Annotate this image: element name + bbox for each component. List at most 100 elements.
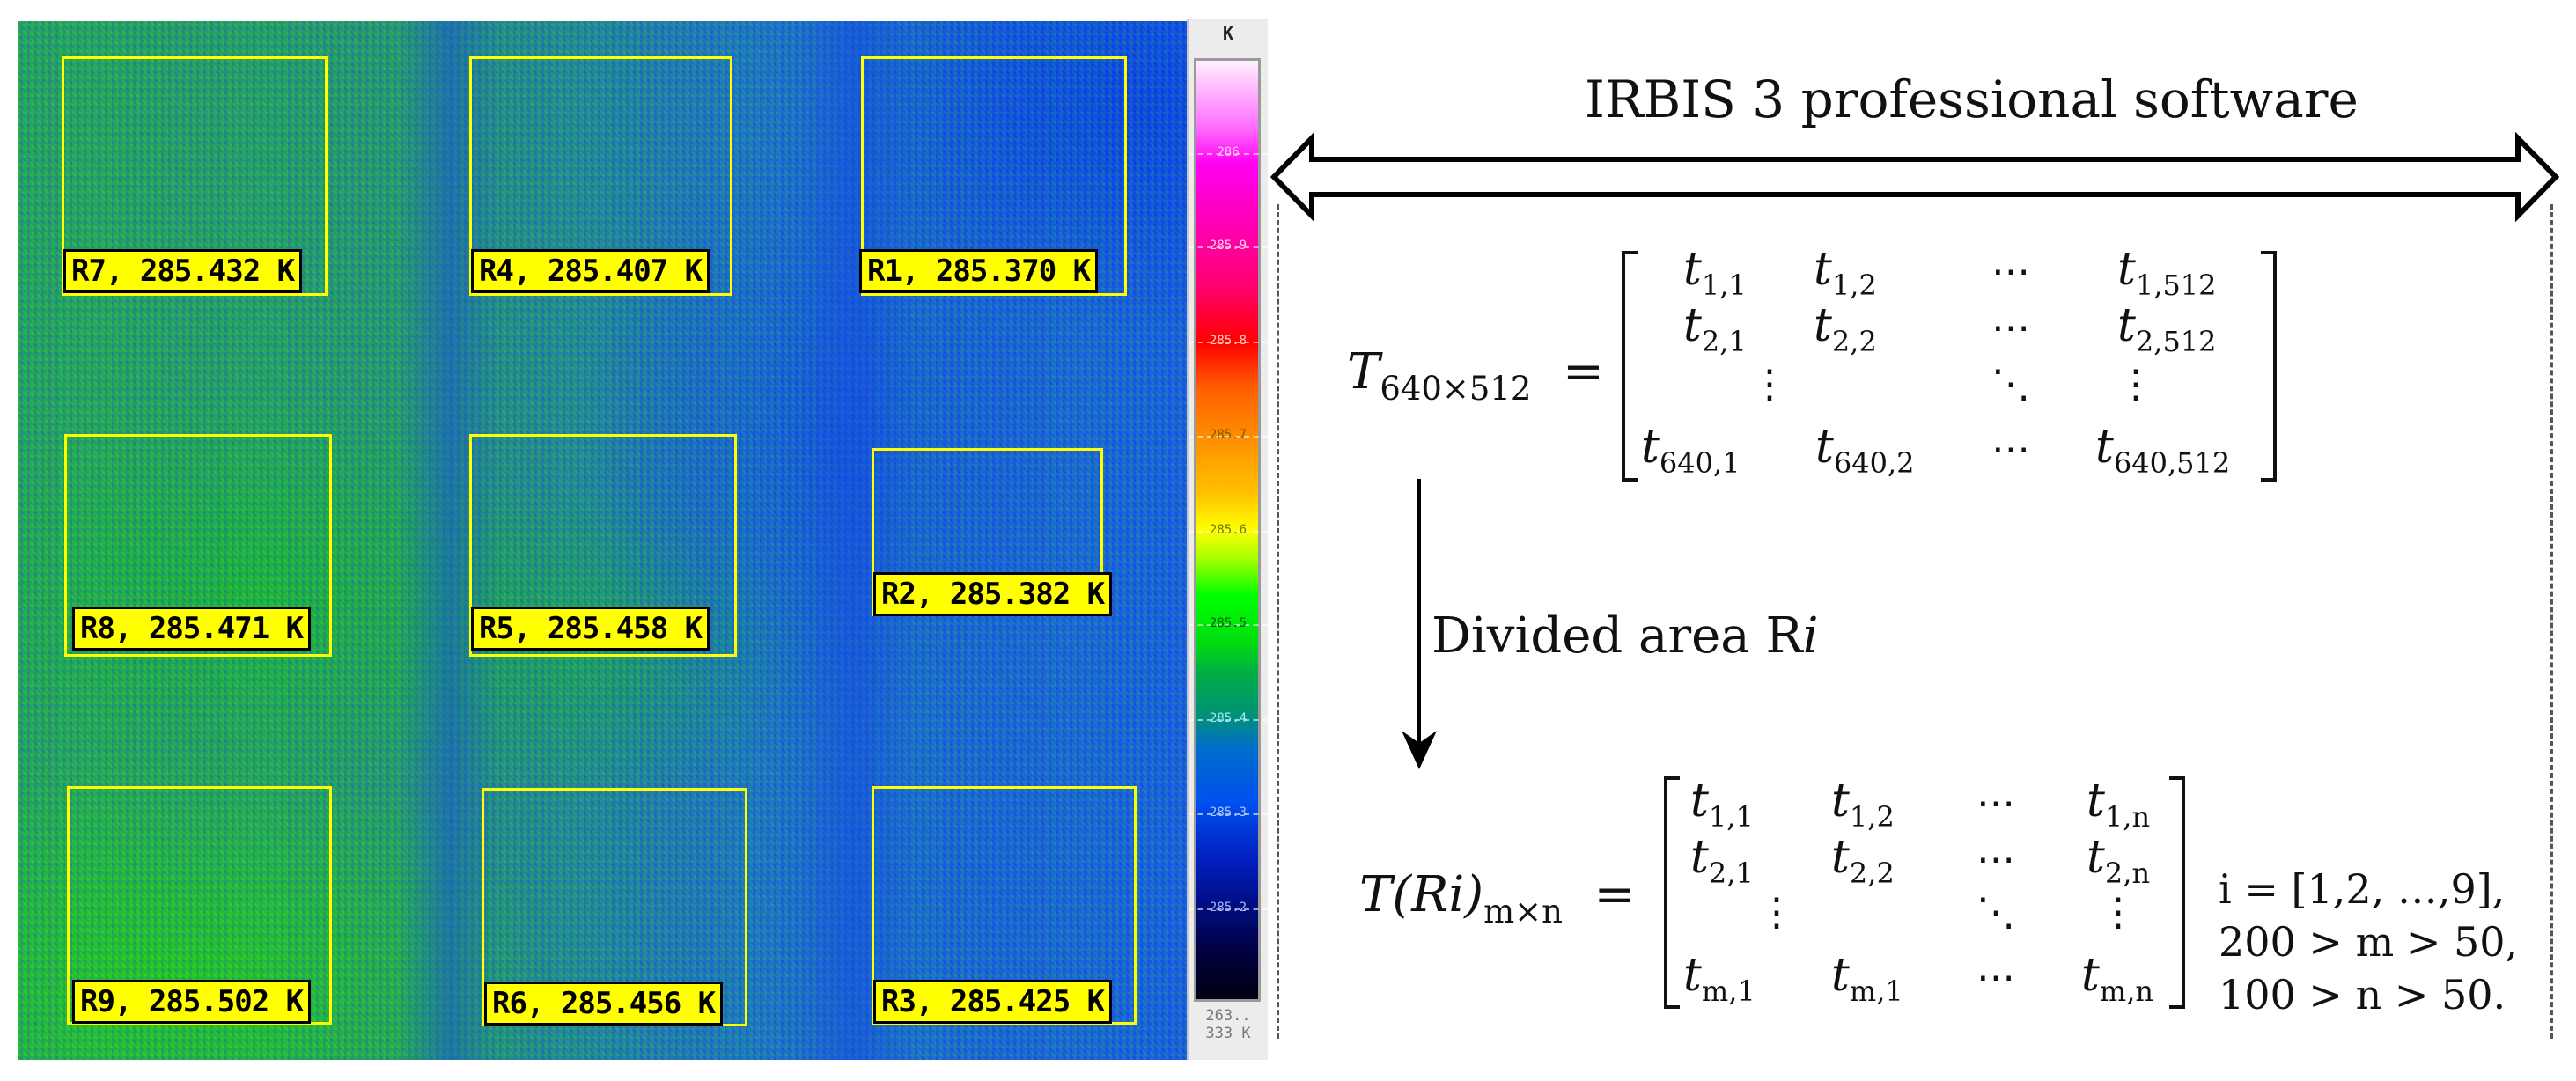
condition-m: 200 > m > 50, — [2219, 918, 2519, 966]
cell-index: 640,512 — [2113, 446, 2231, 480]
matrix-region-label: T(Ri)m×n = — [1359, 864, 1635, 943]
roi-box-r5 — [469, 434, 737, 657]
matrix-cell: t640,1 — [1641, 421, 1741, 489]
cell-symbol: t — [1814, 243, 1832, 296]
ellipsis-symbol: ⋮ — [1750, 362, 1789, 407]
cell-index: 2,2 — [1849, 857, 1895, 890]
cell-index: 640,1 — [1659, 446, 1741, 480]
matrix-full-subscript: 640×512 — [1380, 369, 1532, 408]
tick-label: 285.8 — [1209, 334, 1248, 348]
cell-symbol: t — [1641, 421, 1660, 474]
matrix-cell: t2,2 — [1831, 831, 1895, 900]
matrix-cell: t1,n — [2087, 775, 2150, 843]
matrix-cell: t2,1 — [1690, 831, 1754, 900]
cell-index: 2,1 — [1701, 325, 1747, 358]
roi-label-r8: R8, 285.471 K — [72, 607, 312, 651]
ellipsis-symbol: ⋯ — [1976, 837, 2015, 882]
matrix-cell: t1,1 — [1683, 243, 1747, 312]
cell-symbol: t — [2081, 949, 2100, 1002]
matrix-cell: ⋮ — [2116, 356, 2155, 411]
thermal-noise-texture — [18, 21, 1187, 1060]
ellipsis-symbol: ⋱ — [1976, 890, 2015, 935]
roi-box-r7 — [62, 56, 328, 296]
thermal-cool-band — [396, 21, 502, 1060]
tick-mark — [1189, 436, 1268, 438]
cell-symbol: t — [1683, 949, 1702, 1002]
tick-mark — [1189, 531, 1268, 533]
tick-mark — [1189, 342, 1268, 343]
thermal-image — [18, 21, 1187, 1060]
thermal-cool-band — [792, 21, 916, 1060]
cell-index: 1,2 — [1831, 268, 1877, 302]
tick-mark — [1189, 719, 1268, 721]
cell-symbol: t — [1690, 831, 1709, 884]
cell-index: 1,2 — [1849, 800, 1895, 834]
matrix-cell: tm,1 — [1683, 949, 1755, 1018]
tick-label: 285.6 — [1209, 523, 1248, 537]
ellipsis-symbol: ⋮ — [2099, 890, 2138, 935]
cell-symbol: t — [1815, 421, 1834, 474]
roi-label-r9: R9, 285.502 K — [72, 980, 312, 1024]
cell-index: m,1 — [1701, 974, 1755, 1008]
tick-label: 285.2 — [1209, 901, 1248, 915]
matrix-region-bracket-left — [1664, 776, 1680, 1009]
matrix-full-bracket-right — [2261, 251, 2277, 482]
matrix-cell: t1,1 — [1690, 775, 1754, 843]
cell-symbol: t — [1814, 299, 1832, 352]
tick-mark — [1189, 908, 1268, 910]
roi-box-r1 — [861, 56, 1127, 296]
scope-boundary-left — [1277, 204, 1279, 1039]
cell-symbol: t — [1690, 775, 1709, 827]
matrix-full-name: T — [1347, 343, 1380, 401]
tick-mark — [1189, 246, 1268, 248]
cell-index: 2,512 — [2135, 325, 2217, 358]
colorbar-range-max: 333 K — [1205, 1025, 1251, 1042]
tick-mark — [1189, 813, 1268, 815]
colorbar-unit: K — [1222, 23, 1234, 44]
cell-symbol: t — [2095, 421, 2114, 474]
divided-area-label: Divided area Ri — [1432, 607, 1819, 666]
matrix-cell: t1,2 — [1831, 775, 1895, 843]
matrix-cell: t1,512 — [2117, 243, 2217, 312]
roi-label-r5: R5, 285.458 K — [471, 607, 710, 651]
cell-index: 2,2 — [1831, 325, 1877, 358]
divided-area-index: i — [1802, 607, 1819, 665]
condition-i: i = [1,2, …,9], — [2219, 865, 2506, 913]
tick-mark — [1189, 153, 1268, 155]
ellipsis-symbol: ⋯ — [1991, 305, 2030, 350]
matrix-cell: ⋮ — [1757, 884, 1796, 939]
matrix-cell: ⋯ — [1991, 243, 2030, 298]
matrix-cell: ⋱ — [1991, 356, 2030, 411]
colorbar-panel: K 286 285.9 285.8 285.7 285.6 285.5 285.4 285.3… — [1187, 19, 1268, 1060]
tick-label: 285.5 — [1209, 616, 1248, 630]
scope-boundary-right — [2550, 204, 2553, 1039]
tick-mark — [1189, 624, 1268, 626]
cell-index: m,n — [2099, 974, 2154, 1008]
tick-label: 285.4 — [1209, 711, 1248, 725]
roi-label-r3: R3, 285.425 K — [873, 980, 1113, 1024]
double-arrow-icon — [1270, 132, 2560, 223]
cell-index: 1,n — [2104, 800, 2151, 834]
matrix-cell: ⋯ — [1976, 949, 2015, 1004]
ellipsis-symbol: ⋱ — [1991, 362, 2030, 407]
matrix-cell: tm,n — [2081, 949, 2153, 1018]
roi-box-r8 — [64, 434, 332, 657]
matrix-cell: ⋯ — [1991, 299, 2030, 355]
matrix-cell: t2,512 — [2117, 299, 2217, 368]
matrix-cell: t640,2 — [1815, 421, 1915, 489]
matrix-cell: ⋮ — [2099, 884, 2138, 939]
colorbar-range: 263.. 333 K — [1189, 1007, 1268, 1042]
roi-label-r2: R2, 285.382 K — [873, 572, 1113, 616]
matrix-region-name: T(Ri) — [1359, 866, 1484, 923]
tick-label: 285.7 — [1209, 428, 1248, 442]
matrix-cell: ⋱ — [1976, 884, 2015, 939]
roi-label-r4: R4, 285.407 K — [471, 249, 710, 293]
matrix-cell: t2,2 — [1814, 299, 1877, 368]
index-conditions: i = [1,2, …,9], 200 > m > 50, 100 > n > … — [2219, 863, 2518, 1021]
colorbar-gradient — [1194, 58, 1261, 1002]
ellipsis-symbol: ⋯ — [1976, 955, 2015, 1000]
matrix-cell: ⋯ — [1976, 775, 2015, 830]
cell-symbol: t — [2087, 775, 2105, 827]
cell-symbol: t — [1831, 775, 1850, 827]
cell-symbol: t — [1683, 243, 1702, 296]
